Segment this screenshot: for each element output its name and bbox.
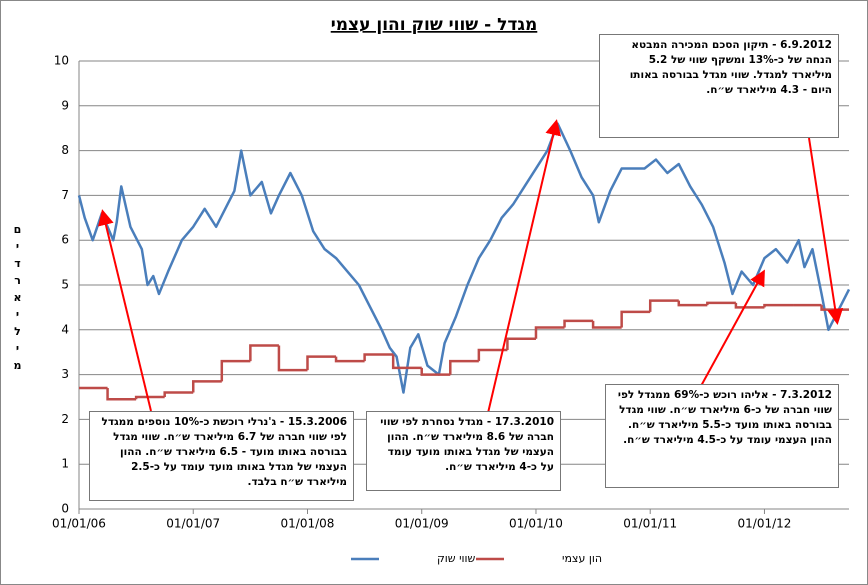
series-step [677,300,708,307]
y-tick-label: 0 [61,502,69,516]
series-step [363,353,394,362]
legend-label: שווי שוק [437,552,476,565]
series-step [591,320,622,329]
annotation-arrow [487,119,562,414]
series-step [534,326,565,339]
series-step [391,354,422,370]
series-line [77,122,851,394]
series-step [506,337,536,350]
y-tick-label: 10 [54,54,69,68]
series-step [191,380,222,393]
annotation-arrow [808,137,844,325]
series-step [420,367,451,376]
series-step [134,395,165,400]
y-tick-label: 7 [61,188,69,202]
y-tick-label: 9 [61,98,69,112]
series-step [449,359,479,375]
y-tick-label: 3 [61,367,69,381]
chart-title: מגדל - שווי שוק והון עצמי [331,15,538,35]
series-step [763,303,794,308]
annotation-arrow [98,209,152,412]
annotation: 17.3.2010 - מגדל נסחרת לפי שווי חברה של … [366,411,561,491]
series-step [734,302,765,309]
y-tick-label: 2 [61,412,69,426]
y-tick-label: 8 [61,143,69,157]
annotation: 6.9.2012 - תיקון הסכם המכירה המבטא הנחה … [599,34,839,138]
y-axis-label: מיליארדים [11,223,24,376]
legend-label: הון עצמי [562,552,602,565]
x-tick-label: 01/01/11 [623,517,677,531]
series-step [334,356,365,363]
annotation: 15.3.2006 - ג'נרלי רוכשת כ-10% נוספים ממ… [89,411,354,501]
x-tick-label: 01/01/09 [395,517,449,531]
series-step [648,299,679,312]
series-step [163,391,194,397]
y-tick-label: 5 [61,278,69,292]
series-step [220,359,251,382]
series-step [306,355,337,371]
annotation-arrow [700,269,765,387]
series-step [620,310,651,328]
x-tick-label: 01/01/08 [281,517,335,531]
x-tick-label: 01/01/10 [509,517,563,531]
series-step [249,344,279,362]
series-step [106,388,137,401]
series-step [563,319,594,328]
x-tick-label: 01/01/06 [52,517,106,531]
y-tick-label: 1 [61,457,69,471]
y-tick-label: 6 [61,233,69,247]
x-tick-label: 01/01/12 [738,517,792,531]
x-tick-label: 01/01/07 [166,517,220,531]
y-tick-label: 4 [61,322,69,336]
series-step [277,345,308,372]
series-step [477,348,508,362]
annotation: 7.3.2012 - אליהו רוכש כ-69% ממגדל לפי שו… [605,384,839,488]
series-step [706,301,736,306]
